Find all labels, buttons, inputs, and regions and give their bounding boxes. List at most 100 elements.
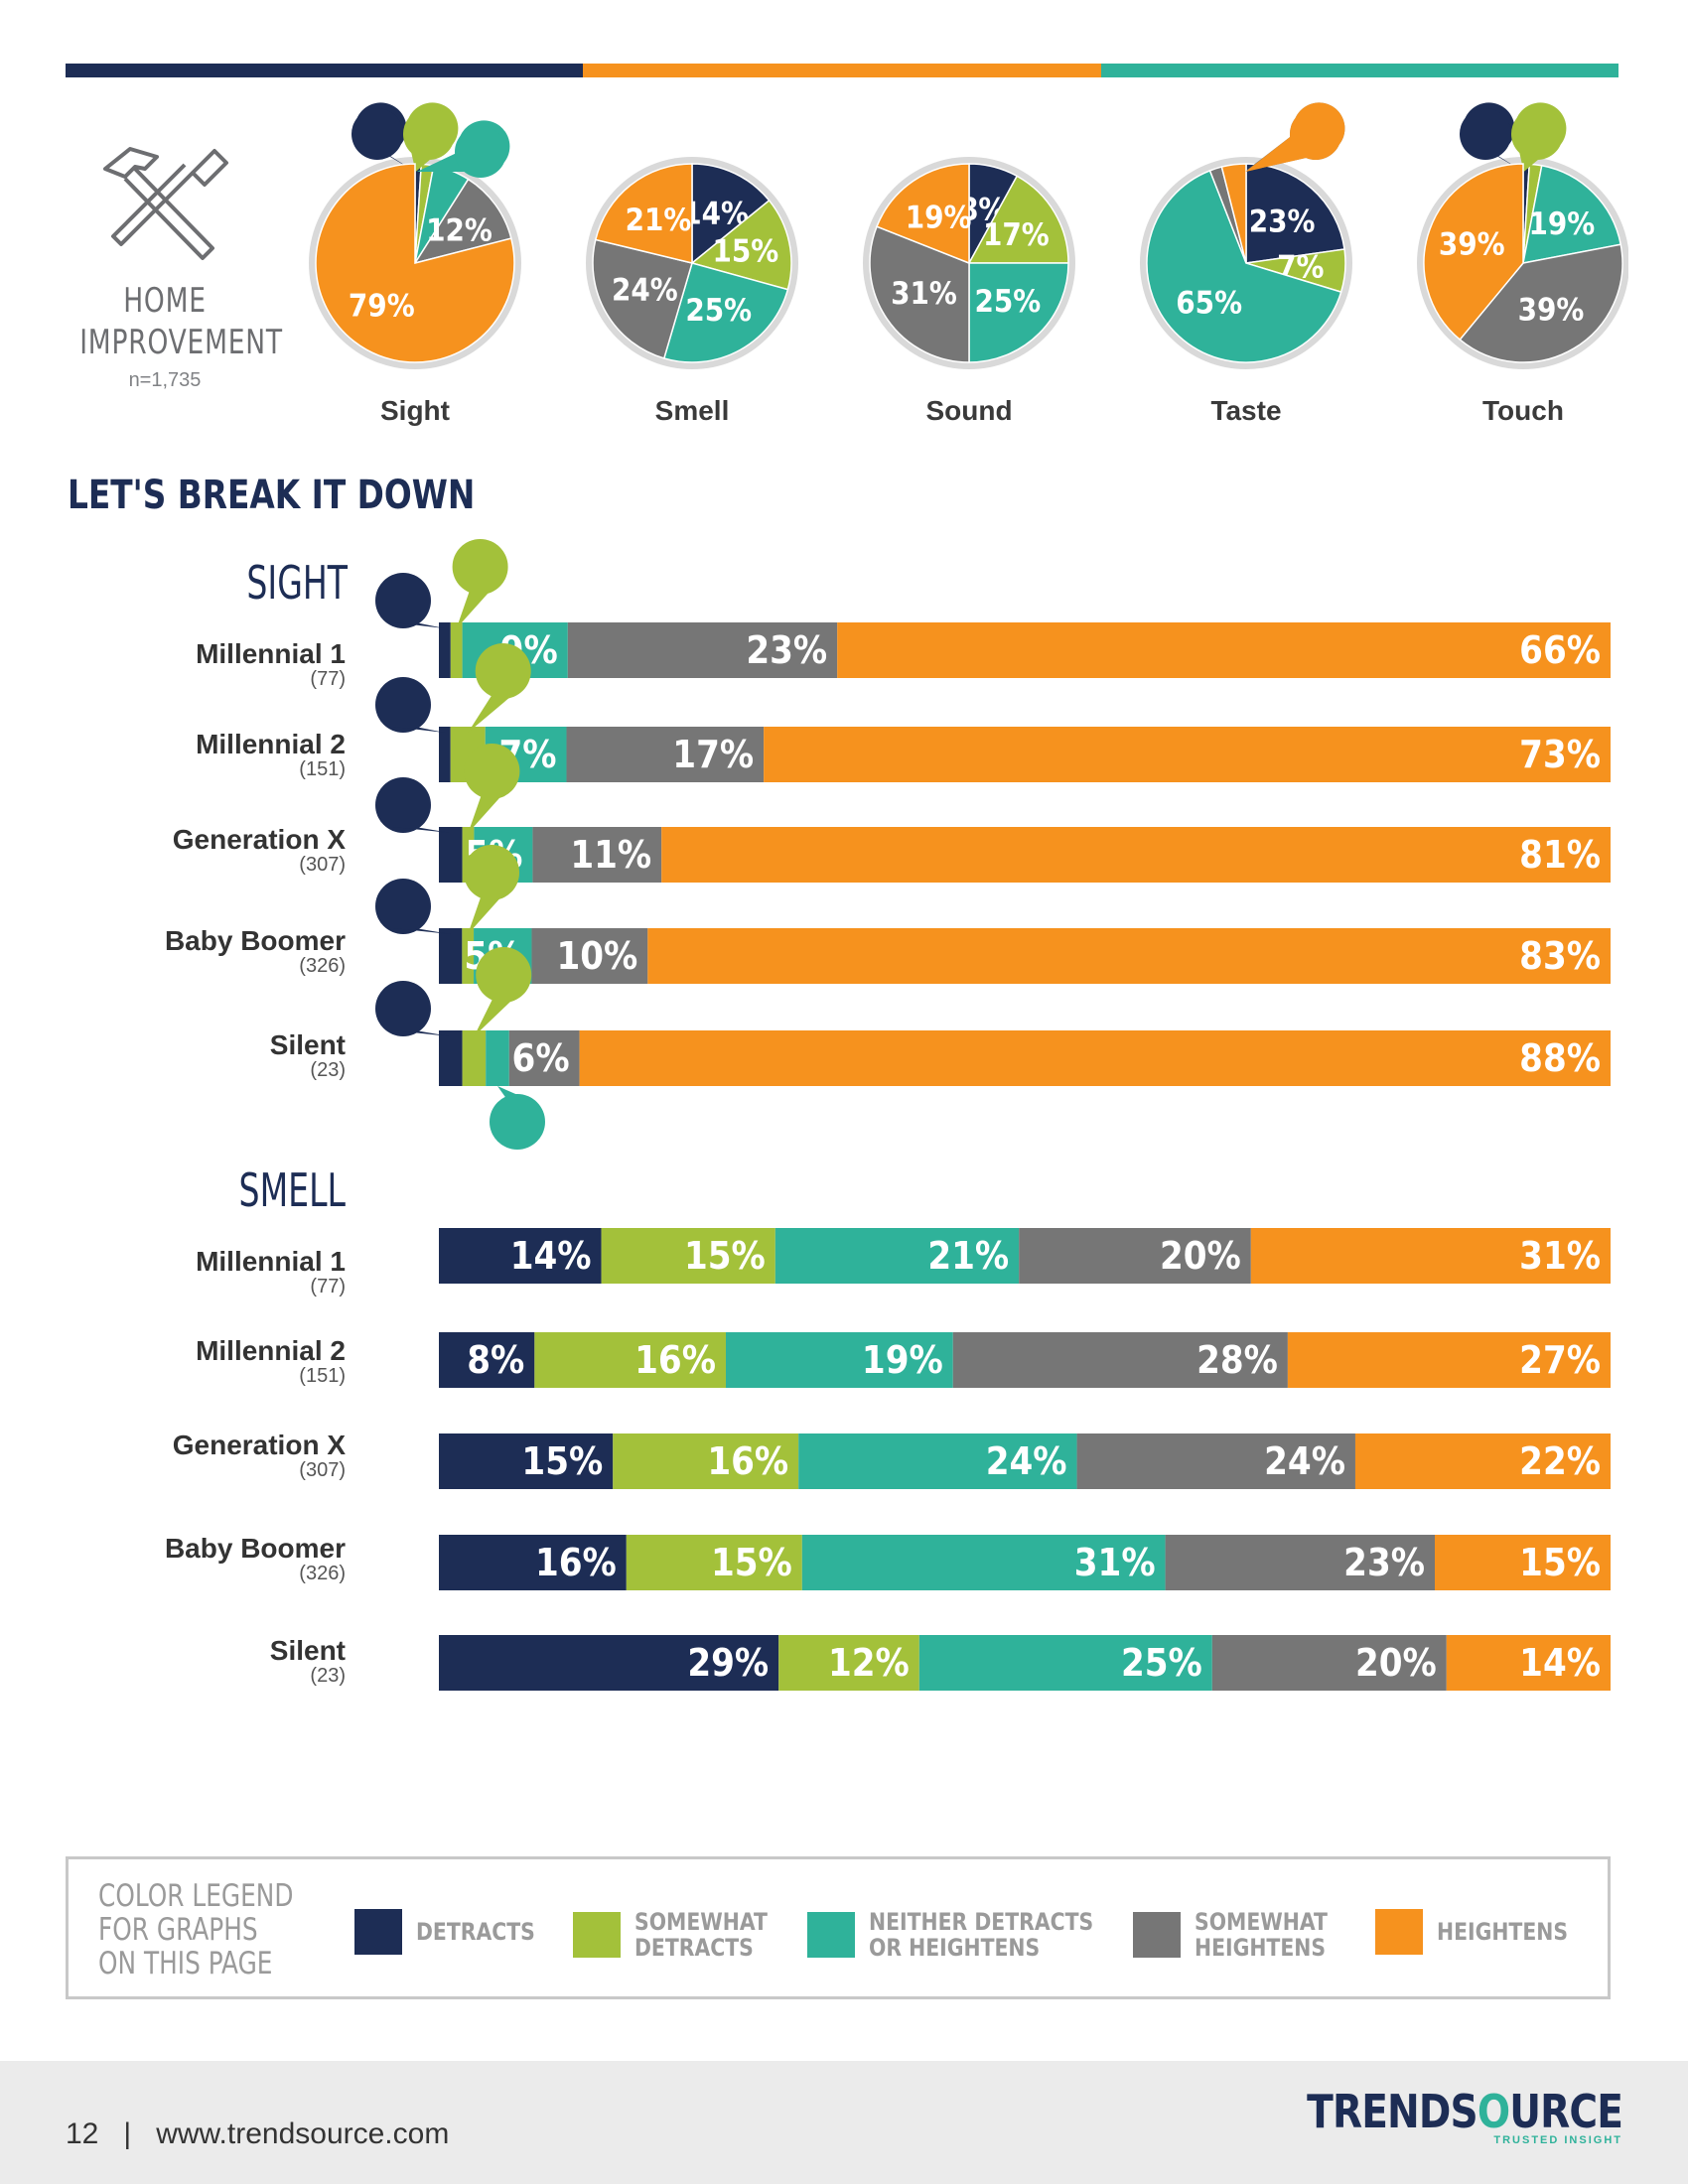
smell-title: SMELL bbox=[238, 1163, 346, 1217]
pie-callout-bubble bbox=[455, 126, 506, 178]
smell-bar-segment-label: 16% bbox=[707, 1439, 788, 1483]
smell-bar-segment bbox=[1435, 1535, 1611, 1590]
smell-bar-segment bbox=[1250, 1228, 1611, 1284]
sight-bar-callout-pointer bbox=[393, 727, 445, 733]
legend-swatch-heightens bbox=[1375, 1909, 1423, 1955]
pie-slice bbox=[662, 262, 789, 363]
sight-bar-callout bbox=[375, 879, 431, 934]
sight-bar-row: 2%1%5%10%83% bbox=[375, 845, 1611, 984]
pie-slice-label: 39% bbox=[1439, 226, 1505, 262]
pie-slice bbox=[869, 225, 970, 363]
smell-bar-segment bbox=[1446, 1635, 1611, 1691]
smell-bar-segment bbox=[1076, 1433, 1355, 1489]
pie-label-touch: Touch bbox=[1482, 395, 1564, 426]
sight-bar-row: 2%2%2%6%88% bbox=[375, 947, 1611, 1150]
smell-bar-row: 8% 16% 19% 28% 27% bbox=[439, 1332, 1611, 1388]
brand-name: TRENDSOURCE bbox=[1306, 2085, 1623, 2138]
sight-bar-segment bbox=[439, 928, 463, 984]
smell-bar-row: 14% 15% 21% 20% 31% bbox=[439, 1228, 1611, 1284]
stripe-orange bbox=[583, 64, 1101, 77]
color-legend: COLOR LEGEND FOR GRAPHS ON THIS PAGE DET… bbox=[66, 1856, 1611, 1999]
sight-bar-segment bbox=[566, 727, 765, 782]
smell-bar-row: 15% 16% 24% 24% 22% bbox=[439, 1433, 1611, 1489]
smell-bar-row: 29% 12% 25% 20% 14% bbox=[439, 1635, 1611, 1691]
sight-bar-callout bbox=[464, 845, 520, 900]
category-title: HOME IMPROVEMENT bbox=[79, 281, 283, 362]
smell-bar-segment bbox=[778, 1635, 919, 1691]
smell-label-silent: Silent (23) bbox=[269, 1635, 346, 1687]
sight-bar-segment bbox=[764, 727, 1611, 782]
pie-slice-label: 19% bbox=[1529, 206, 1596, 242]
brand-logo: TRENDSOURCE TRUSTED INSIGHT bbox=[1251, 2085, 1623, 2146]
sight-bar-segment-label: 88% bbox=[1519, 1036, 1601, 1080]
pie-slice-label: 12% bbox=[426, 213, 492, 249]
sight-bar-segment bbox=[462, 928, 475, 984]
smell-bar-segment bbox=[439, 1535, 627, 1590]
smell-bar-segment-label: 12% bbox=[828, 1641, 910, 1685]
sight-bar-callout-pointer bbox=[393, 827, 451, 833]
smell-bar-segment-label: 20% bbox=[1355, 1641, 1437, 1685]
smell-bar-segment bbox=[952, 1332, 1288, 1388]
sight-bar-segment-label: 6% bbox=[512, 1036, 570, 1080]
sight-bar-segment bbox=[508, 1030, 580, 1086]
smell-bar-segment bbox=[1165, 1535, 1435, 1590]
legend-item-detracts: DETRACTS bbox=[354, 1909, 556, 1955]
sample-size: n=1,735 bbox=[128, 369, 202, 391]
hammer-screwdriver-icon bbox=[103, 147, 228, 260]
smell-bar-segment bbox=[774, 1228, 1020, 1284]
sight-bar-callout-pointer bbox=[468, 894, 504, 934]
smell-bar-segment bbox=[613, 1433, 799, 1489]
pie-smell: 14%15%25%24%21% bbox=[586, 157, 798, 369]
smell-bar-segment-label: 24% bbox=[1264, 1439, 1345, 1483]
sight-bar-callout bbox=[452, 539, 508, 595]
pie-label-sight: Sight bbox=[380, 395, 450, 426]
sight-bar-callout-pointer bbox=[393, 1030, 451, 1036]
legend-label-somewhat-heightens: SOMEWHAT HEIGHTENS bbox=[1195, 1908, 1328, 1962]
sight-bar-callout bbox=[375, 677, 431, 733]
smell-bar-segment bbox=[918, 1635, 1212, 1691]
legend-title: COLOR LEGEND FOR GRAPHS ON THIS PAGE bbox=[98, 1878, 294, 1981]
smell-bar-segment-label: 31% bbox=[1519, 1234, 1601, 1278]
smell-bar-segment-label: 14% bbox=[510, 1234, 592, 1278]
sight-bar-segment-label: 23% bbox=[746, 628, 827, 672]
legend-swatch-somewhat-detracts bbox=[573, 1912, 621, 1958]
sight-bar-callout-pointer bbox=[468, 793, 504, 833]
section-title: LET'S BREAK IT DOWN bbox=[68, 473, 476, 518]
smell-bar-segment-label: 19% bbox=[862, 1338, 943, 1382]
page-number: 12 bbox=[66, 2117, 99, 2150]
smell-bar-segment bbox=[798, 1433, 1077, 1489]
sight-bar-callout bbox=[476, 947, 532, 1003]
smell-bar-segment-label: 27% bbox=[1519, 1338, 1601, 1382]
smell-label-millennial-2: Millennial 2 (151) bbox=[196, 1335, 346, 1387]
pie-slice-label: 79% bbox=[349, 288, 415, 324]
sight-bar-segment bbox=[462, 1030, 487, 1086]
smell-bar-segment-label: 16% bbox=[535, 1541, 617, 1584]
sight-bar-segment bbox=[531, 928, 648, 984]
smell-bar-segment-label: 15% bbox=[521, 1439, 603, 1483]
smell-bar-segment bbox=[439, 1433, 614, 1489]
sight-bar-callout bbox=[375, 573, 431, 628]
smell-bar-segment-label: 15% bbox=[1519, 1541, 1601, 1584]
smell-bar-row: 16% 15% 31% 23% 15% bbox=[439, 1535, 1611, 1590]
stripe-teal bbox=[1100, 64, 1618, 77]
stripe-navy bbox=[66, 64, 584, 77]
smell-bar-segment-label: 15% bbox=[711, 1541, 792, 1584]
pie-callout-bubble bbox=[1511, 108, 1563, 160]
smell-bar-segment bbox=[1354, 1433, 1611, 1489]
footer-text: 12 | www.trendsource.com bbox=[66, 2117, 449, 2151]
pie-slice bbox=[967, 175, 1069, 264]
legend-item-neither: NEITHER DETRACTS OR HEIGHTENS bbox=[807, 1909, 1133, 1961]
pie-slice-label: 25% bbox=[975, 284, 1042, 320]
sight-bar-callout bbox=[475, 643, 531, 699]
sight-bar-segment bbox=[450, 622, 463, 678]
sight-bar-segment bbox=[567, 622, 838, 678]
pie-slice bbox=[690, 199, 792, 291]
pie-slice-label: 39% bbox=[1518, 292, 1585, 328]
legend-item-somewhat-heightens: SOMEWHAT HEIGHTENS bbox=[1133, 1909, 1351, 1961]
smell-bar-segment-label: 31% bbox=[1074, 1541, 1156, 1584]
sight-bar-segment bbox=[439, 827, 463, 883]
website-link[interactable]: www.trendsource.com bbox=[156, 2117, 450, 2150]
sight-bar-callout-pointer bbox=[456, 589, 492, 628]
pie-slice-label: 31% bbox=[891, 276, 957, 312]
page-footer: 12 | www.trendsource.com TRENDSOURCE TRU… bbox=[0, 2061, 1688, 2184]
